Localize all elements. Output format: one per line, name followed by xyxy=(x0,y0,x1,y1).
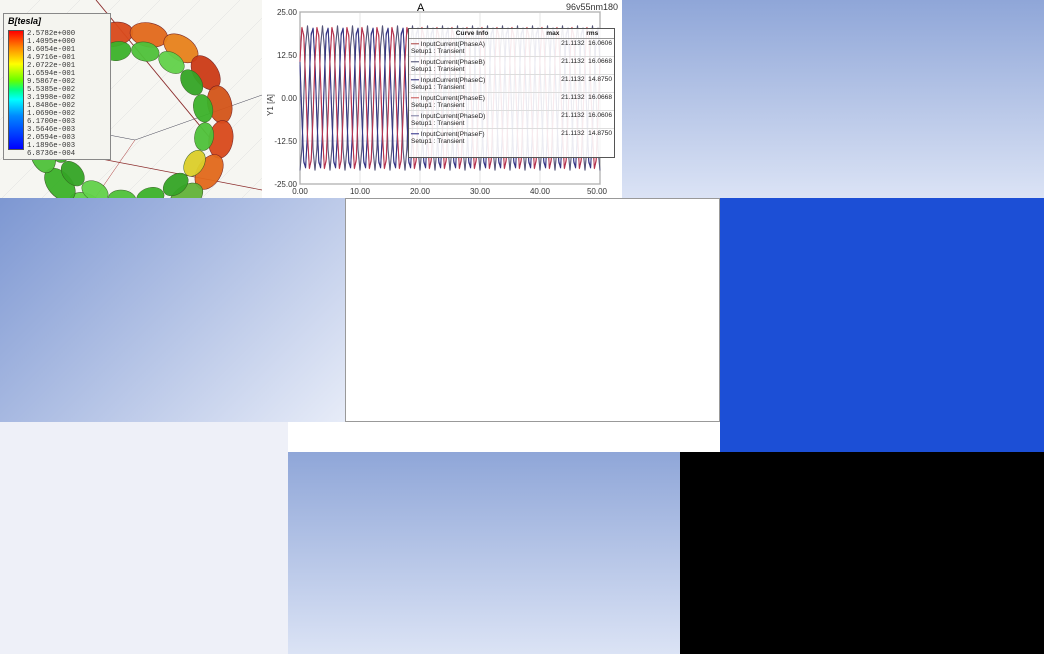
svg-text:Y1 [A]: Y1 [A] xyxy=(266,94,275,116)
svg-text:0.00: 0.00 xyxy=(281,94,297,103)
svg-text:30.00: 30.00 xyxy=(470,187,491,196)
svg-text:-12.50: -12.50 xyxy=(274,137,297,146)
svg-text:40.00: 40.00 xyxy=(530,187,551,196)
svg-text:50.00: 50.00 xyxy=(587,187,608,196)
svg-text:0.00: 0.00 xyxy=(292,187,308,196)
svg-text:10.00: 10.00 xyxy=(350,187,371,196)
svg-text:25.00: 25.00 xyxy=(277,8,298,17)
svg-text:20.00: 20.00 xyxy=(410,187,431,196)
svg-text:12.50: 12.50 xyxy=(277,51,298,60)
